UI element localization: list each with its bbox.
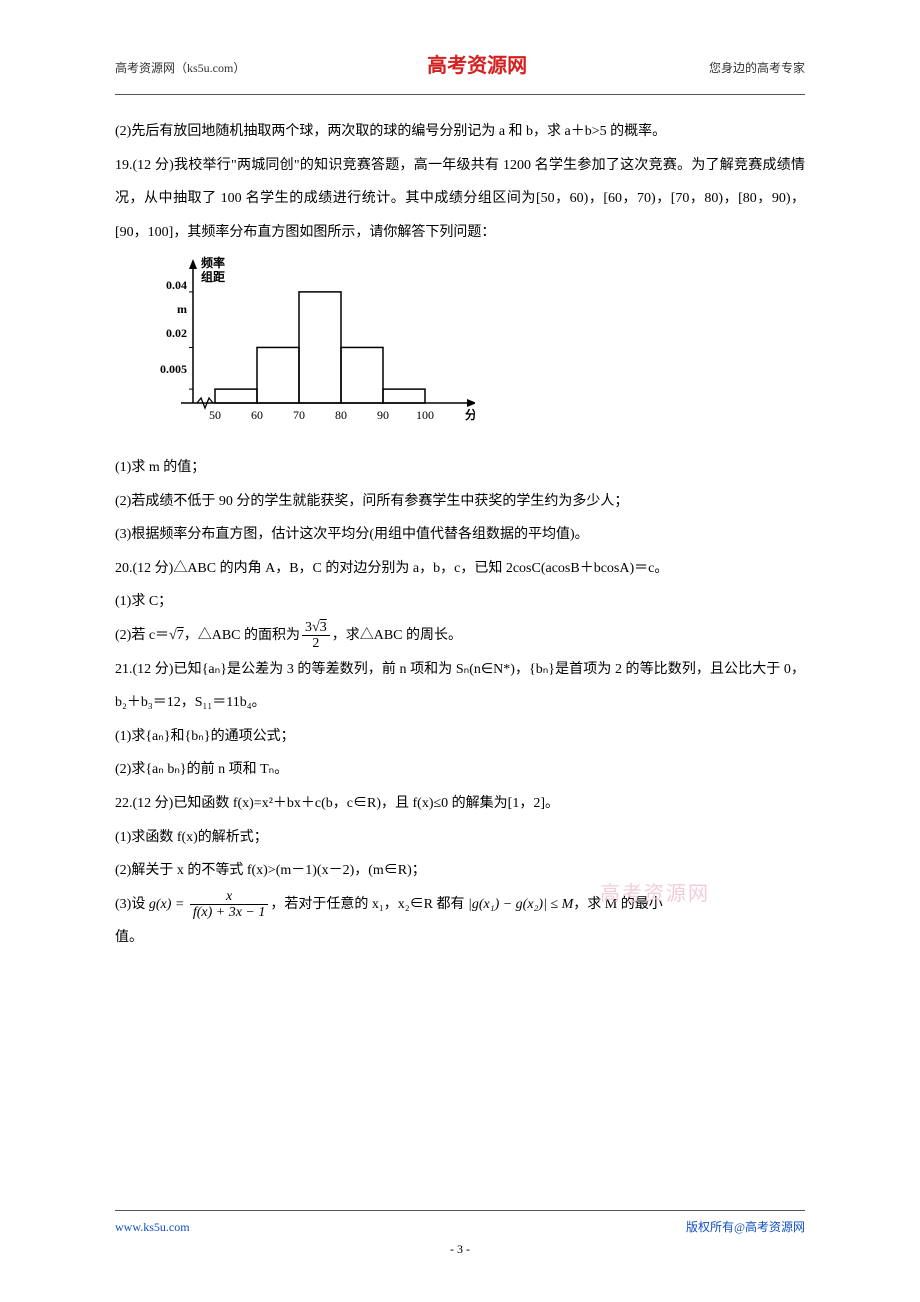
fraction: 3√32 (302, 620, 330, 652)
paragraph: 值。 (115, 921, 805, 955)
text: ，求△ABC 的周长。 (332, 628, 462, 643)
paragraph: (2)若 c＝√7，△ABC 的面积为3√32，求△ABC 的周长。 (115, 619, 805, 653)
paragraph: 19.(12 分)我校举行"两城同创"的知识竞赛答题，高一年级共有 1200 名… (115, 149, 805, 250)
paragraph: (2)求{aₙ bₙ}的前 n 项和 Tₙ。 (115, 753, 805, 787)
paragraph: (1)求函数 f(x)的解析式； (115, 821, 805, 855)
svg-text:0.04: 0.04 (166, 278, 187, 292)
paragraph: (1)求 C； (115, 585, 805, 619)
svg-text:90: 90 (377, 408, 389, 422)
paragraph: (2)先后有放回地随机抽取两个球，两次取的球的编号分别记为 a 和 b，求 a＋… (115, 115, 805, 149)
watermark: 高考资源网 (600, 870, 710, 918)
histogram-svg: 频率组距 0.04 m 0.02 0.005 50 60 70 80 90 100 分数 (135, 253, 475, 433)
svg-text:分数: 分数 (465, 407, 475, 422)
text: ，△ABC 的面积为 (184, 628, 300, 643)
paragraph: (3)根据频率分布直方图，估计这次平均分(用组中值代替各组数据的平均值)。 (115, 518, 805, 552)
denominator: 2 (302, 636, 330, 651)
header-left: 高考资源网（ks5u.com） (115, 54, 245, 83)
sqrt-expr: √7 (169, 628, 184, 643)
document-body: (2)先后有放回地随机抽取两个球，两次取的球的编号分别记为 a 和 b，求 a＋… (0, 95, 920, 965)
text: (3)设 (115, 897, 145, 912)
inequality: |g(x₁) − g(x₂)| ≤ M (468, 897, 573, 912)
svg-text:频率: 频率 (201, 255, 225, 270)
paragraph: 22.(12 分)已知函数 f(x)=x²＋bx＋c(b，c∈R)，且 f(x)… (115, 787, 805, 821)
svg-text:60: 60 (251, 408, 263, 422)
paragraph: 20.(12 分)△ABC 的内角 A，B，C 的对边分别为 a，b，c，已知 … (115, 552, 805, 586)
svg-text:80: 80 (335, 408, 347, 422)
paragraph: (2)若成绩不低于 90 分的学生就能获奖，问所有参赛学生中获奖的学生约为多少人… (115, 485, 805, 519)
fraction: xf(x) + 3x − 1 (190, 889, 269, 921)
denominator: f(x) + 3x − 1 (190, 905, 269, 920)
header-center: 高考资源网 (427, 42, 527, 90)
page-header: 高考资源网（ks5u.com） 高考资源网 您身边的高考专家 (115, 0, 805, 95)
svg-text:0.02: 0.02 (166, 326, 187, 340)
svg-text:50: 50 (209, 408, 221, 422)
paragraph: 21.(12 分)已知{aₙ}是公差为 3 的等差数列，前 n 项和为 Sₙ(n… (115, 653, 805, 720)
text: (2)若 c＝ (115, 628, 169, 643)
sqrt-val: 7 (177, 628, 184, 643)
header-right: 您身边的高考专家 (709, 54, 805, 83)
histogram-chart: 频率组距 0.04 m 0.02 0.005 50 60 70 80 90 100 分数 (115, 249, 805, 451)
paragraph: (1)求 m 的值； (115, 451, 805, 485)
text: ，若对于任意的 x₁，x₂∈R 都有 (270, 897, 464, 912)
svg-text:m: m (177, 302, 187, 316)
svg-text:0.005: 0.005 (160, 362, 187, 376)
numerator: x (190, 889, 269, 905)
numerator: 3√3 (302, 620, 330, 636)
page-number: - 3 - (0, 1235, 920, 1264)
svg-text:组距: 组距 (201, 269, 225, 284)
gx-expr: g(x) = (149, 897, 185, 912)
svg-text:100: 100 (416, 408, 434, 422)
svg-text:70: 70 (293, 408, 305, 422)
paragraph: (1)求{aₙ}和{bₙ}的通项公式； (115, 720, 805, 754)
